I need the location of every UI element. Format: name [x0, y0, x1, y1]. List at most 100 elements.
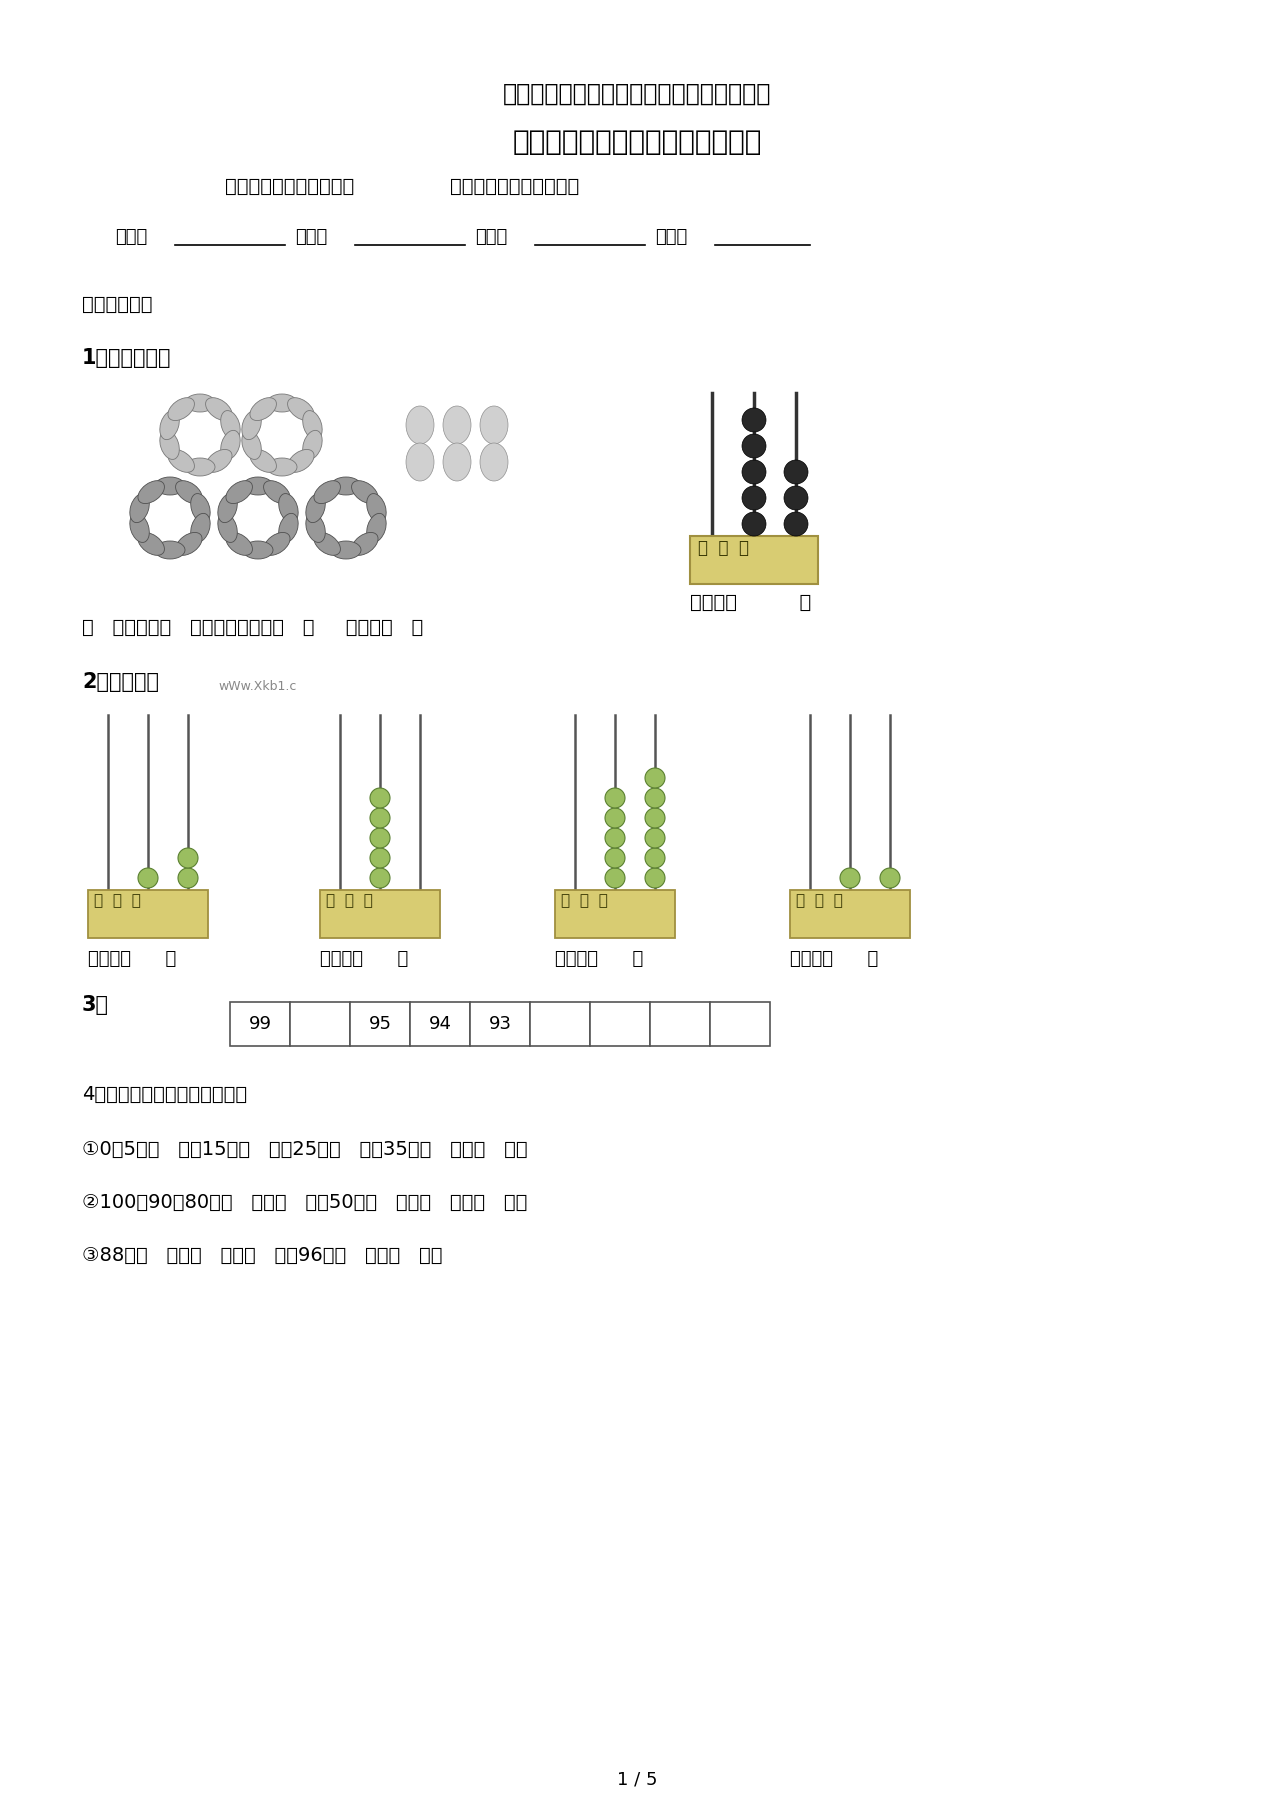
- Text: 写作：（      ）: 写作：（ ）: [555, 951, 643, 969]
- Text: 百  十  个: 百 十 个: [94, 893, 141, 907]
- Ellipse shape: [243, 476, 273, 494]
- Bar: [691, 536, 818, 584]
- Ellipse shape: [306, 494, 325, 523]
- Circle shape: [605, 808, 626, 828]
- Bar: [590, 1001, 650, 1046]
- Ellipse shape: [268, 458, 297, 476]
- Ellipse shape: [352, 532, 378, 556]
- Text: 4、数字接龙。（找规律填数）: 4、数字接龙。（找规律填数）: [82, 1084, 247, 1104]
- Ellipse shape: [250, 397, 276, 420]
- Text: 写作：（      ）: 写作：（ ）: [790, 951, 878, 969]
- Ellipse shape: [313, 532, 340, 556]
- Ellipse shape: [352, 480, 378, 503]
- Text: 3、: 3、: [82, 996, 110, 1016]
- Circle shape: [741, 408, 766, 431]
- Ellipse shape: [264, 532, 290, 556]
- Ellipse shape: [303, 431, 322, 460]
- Text: 2、写一写。: 2、写一写。: [82, 673, 159, 693]
- Text: 1、看图填写。: 1、看图填写。: [82, 348, 172, 368]
- Text: 百  十  个: 百 十 个: [796, 893, 843, 907]
- Text: 99: 99: [248, 1016, 271, 1034]
- Ellipse shape: [243, 541, 273, 559]
- Ellipse shape: [250, 449, 276, 473]
- Circle shape: [369, 848, 390, 868]
- Circle shape: [645, 868, 665, 888]
- Circle shape: [645, 808, 665, 828]
- Text: ③88、（   ）、（   ）、（   ）、96、（   ）、（   ）。: ③88、（ ）、（ ）、（ ）、96、（ ）、（ ）。: [82, 1247, 442, 1265]
- Ellipse shape: [185, 393, 215, 411]
- Ellipse shape: [406, 406, 434, 444]
- Ellipse shape: [242, 411, 261, 440]
- Text: 百  十  个: 百 十 个: [561, 893, 608, 907]
- Circle shape: [880, 868, 899, 888]
- Ellipse shape: [220, 431, 241, 460]
- Circle shape: [645, 828, 665, 848]
- Ellipse shape: [218, 494, 237, 523]
- Ellipse shape: [480, 444, 508, 482]
- Circle shape: [741, 512, 766, 536]
- Circle shape: [369, 808, 390, 828]
- Circle shape: [840, 868, 860, 888]
- Circle shape: [741, 485, 766, 511]
- Ellipse shape: [288, 397, 315, 420]
- Ellipse shape: [279, 494, 298, 523]
- Circle shape: [784, 512, 808, 536]
- Bar: [530, 1001, 590, 1046]
- Text: ②100、90、80、（   ）、（   ）、50、（   ）、（   ）、（   ）。: ②100、90、80、（ ）、（ ）、50、（ ）、（ ）、（ ）。: [82, 1192, 527, 1212]
- Text: 1 / 5: 1 / 5: [617, 1770, 657, 1788]
- Ellipse shape: [480, 406, 508, 444]
- Text: 【第三单元：生活中的数: 【第三单元：生活中的数: [225, 177, 354, 197]
- Ellipse shape: [130, 514, 149, 543]
- Circle shape: [645, 788, 665, 808]
- Bar: [470, 1001, 530, 1046]
- Bar: [88, 889, 208, 938]
- Ellipse shape: [159, 431, 180, 460]
- Text: 读作：（          ）: 读作：（ ）: [691, 594, 812, 612]
- Circle shape: [178, 868, 197, 888]
- Circle shape: [784, 485, 808, 511]
- Ellipse shape: [138, 480, 164, 503]
- Ellipse shape: [264, 480, 290, 503]
- Ellipse shape: [218, 514, 237, 543]
- Text: （   ）个十和（   ）个一合起来是（   ）     写作：（   ）: （ ）个十和（ ）个一合起来是（ ） 写作：（ ）: [82, 619, 423, 637]
- Circle shape: [741, 460, 766, 483]
- Ellipse shape: [176, 532, 203, 556]
- Ellipse shape: [225, 532, 252, 556]
- Ellipse shape: [268, 393, 297, 411]
- Ellipse shape: [367, 494, 386, 523]
- Circle shape: [645, 848, 665, 868]
- Ellipse shape: [288, 449, 315, 473]
- Ellipse shape: [138, 532, 164, 556]
- Ellipse shape: [205, 397, 232, 420]
- Text: ①0、5、（   ）、15、（   ）、25、（   ）、35、（   ）、（   ）。: ①0、5、（ ）、15、（ ）、25、（ ）、35、（ ）、（ ）。: [82, 1140, 527, 1158]
- Bar: [231, 1001, 290, 1046]
- Ellipse shape: [279, 514, 298, 543]
- Ellipse shape: [331, 476, 361, 494]
- Ellipse shape: [205, 449, 232, 473]
- Text: 一、填空题。: 一、填空题。: [82, 296, 153, 314]
- Circle shape: [605, 788, 626, 808]
- Circle shape: [645, 769, 665, 788]
- Bar: [350, 1001, 410, 1046]
- Ellipse shape: [443, 444, 471, 482]
- Text: wWw.Xkb1.c: wWw.Xkb1.c: [218, 680, 297, 693]
- Circle shape: [178, 848, 197, 868]
- Ellipse shape: [155, 541, 185, 559]
- Circle shape: [369, 828, 390, 848]
- Ellipse shape: [406, 444, 434, 482]
- Ellipse shape: [176, 480, 203, 503]
- Text: 第四单元：有趣的图形】: 第四单元：有趣的图形】: [450, 177, 580, 197]
- Bar: [320, 889, 440, 938]
- Ellipse shape: [159, 411, 180, 440]
- Ellipse shape: [185, 458, 215, 476]
- Text: 94: 94: [428, 1016, 451, 1034]
- Circle shape: [741, 435, 766, 458]
- Ellipse shape: [168, 449, 195, 473]
- Text: 写作：（      ）: 写作：（ ）: [320, 951, 408, 969]
- Ellipse shape: [242, 431, 261, 460]
- Text: 姓名：: 姓名：: [115, 227, 148, 245]
- Circle shape: [605, 828, 626, 848]
- Text: 95: 95: [368, 1016, 391, 1034]
- Ellipse shape: [313, 480, 340, 503]
- Circle shape: [605, 868, 626, 888]
